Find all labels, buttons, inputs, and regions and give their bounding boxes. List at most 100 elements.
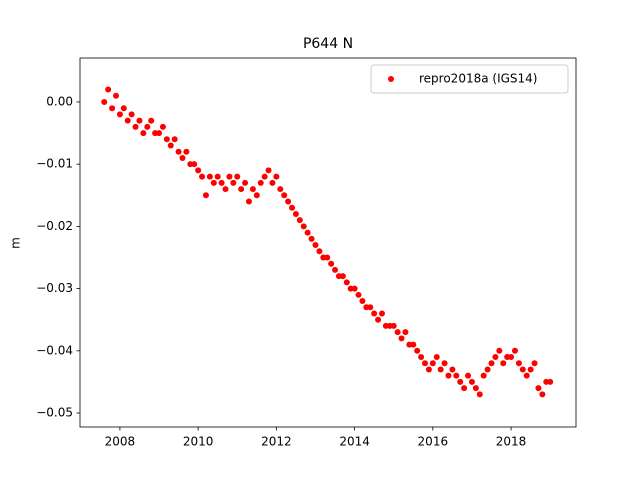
point: [367, 304, 374, 311]
point: [218, 179, 225, 186]
point: [148, 117, 155, 124]
point: [527, 366, 534, 373]
point: [179, 154, 186, 161]
point: [234, 173, 241, 180]
x-tick-label: 2018: [496, 435, 527, 449]
point: [230, 179, 237, 186]
point: [531, 360, 538, 367]
point: [292, 210, 299, 217]
point: [484, 366, 491, 373]
point: [109, 105, 116, 112]
point: [136, 117, 143, 124]
point: [324, 254, 331, 261]
point: [124, 117, 131, 124]
point: [496, 347, 503, 354]
point: [191, 161, 198, 168]
point: [339, 273, 346, 280]
point: [508, 354, 515, 361]
legend-marker: [388, 76, 394, 82]
point: [277, 186, 284, 193]
point: [140, 130, 147, 137]
point: [480, 372, 487, 379]
chart-title: P644 N: [303, 36, 353, 52]
point: [163, 136, 170, 143]
point: [511, 347, 518, 354]
point: [265, 167, 272, 174]
point: [488, 360, 495, 367]
y-tick-label: −0.04: [36, 343, 73, 357]
point: [238, 186, 245, 193]
point: [449, 366, 456, 373]
point: [378, 310, 385, 317]
point: [289, 204, 296, 211]
point: [476, 391, 483, 398]
point: [359, 298, 366, 305]
point: [300, 223, 307, 230]
legend-box: [370, 64, 569, 94]
point: [132, 123, 139, 130]
point: [112, 92, 119, 99]
point: [105, 86, 112, 93]
point: [457, 378, 464, 385]
point: [144, 123, 151, 130]
point: [175, 148, 182, 155]
point: [355, 291, 362, 298]
x-tick-label: 2012: [261, 435, 292, 449]
point: [375, 316, 382, 323]
point: [253, 192, 260, 199]
point: [312, 242, 319, 249]
point: [402, 329, 409, 336]
point: [273, 173, 280, 180]
plot-frame: [79, 57, 577, 428]
point: [461, 385, 468, 392]
point: [308, 235, 315, 242]
point: [441, 360, 448, 367]
point: [281, 192, 288, 199]
x-tick-label: 2010: [183, 435, 214, 449]
point: [500, 360, 507, 367]
point: [422, 360, 429, 367]
point: [453, 372, 460, 379]
point: [535, 385, 542, 392]
point: [437, 366, 444, 373]
point: [429, 360, 436, 367]
point: [515, 360, 522, 367]
point: [351, 285, 358, 292]
legend-label: repro2018a (IGS14): [419, 72, 537, 86]
point: [226, 173, 233, 180]
point: [222, 186, 229, 193]
point: [390, 322, 397, 329]
point: [472, 385, 479, 392]
point: [296, 217, 303, 224]
point: [245, 198, 252, 205]
point: [210, 179, 217, 186]
point: [468, 378, 475, 385]
point: [167, 142, 174, 149]
point: [257, 179, 264, 186]
point: [316, 248, 323, 255]
point: [214, 173, 221, 180]
y-tick-label: −0.05: [36, 406, 73, 420]
point: [156, 130, 163, 137]
point: [414, 347, 421, 354]
point: [492, 354, 499, 361]
x-tick-label: 2016: [418, 435, 449, 449]
point: [332, 266, 339, 273]
y-tick-label: −0.02: [36, 219, 73, 233]
point: [261, 173, 268, 180]
point: [394, 329, 401, 336]
point: [269, 179, 276, 186]
point: [410, 341, 417, 348]
point: [523, 372, 530, 379]
point: [371, 310, 378, 317]
point: [547, 378, 554, 385]
y-tick-label: −0.01: [36, 157, 73, 171]
x-tick-label: 2014: [339, 435, 370, 449]
point: [199, 173, 206, 180]
point: [328, 260, 335, 267]
point: [171, 136, 178, 143]
point: [519, 366, 526, 373]
point: [343, 279, 350, 286]
point: [242, 179, 249, 186]
